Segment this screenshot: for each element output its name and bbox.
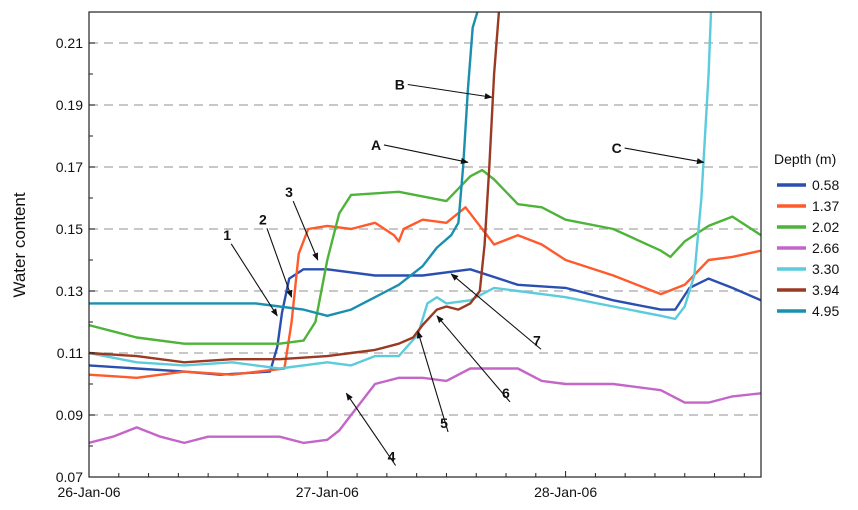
series-line-1-37 <box>89 206 761 379</box>
legend-entry-label: 4.95 <box>812 303 839 319</box>
annotation-arrow-A <box>383 144 469 164</box>
legend-entry-label: 1.37 <box>812 198 839 214</box>
annotation-arrow-2 <box>266 228 293 298</box>
series-line-2-66 <box>89 367 761 445</box>
legend-title: Depth (m) <box>774 151 836 167</box>
legend: Depth (m) 0.58 1.37 2.02 2.66 3.30 3.94 4.95 <box>774 151 839 319</box>
y-tick-label: 0.09 <box>56 407 83 423</box>
annotation-label-C: C <box>612 140 622 156</box>
x-tick-label: 28-Jan-06 <box>534 484 597 500</box>
series-group <box>89 12 761 445</box>
series-line-4-95 <box>89 12 479 317</box>
gridlines <box>89 42 761 416</box>
series-line-3-30 <box>89 12 713 370</box>
legend-entry-label: 2.66 <box>812 240 839 256</box>
annotation-label-7: 7 <box>533 332 541 348</box>
legend-entry-label: 3.94 <box>812 282 839 298</box>
annotation-label-6: 6 <box>502 385 510 401</box>
y-axis: 0.07 0.09 0.11 0.13 0.15 0.17 0.19 0.21 <box>56 11 95 485</box>
y-tick-label: 0.21 <box>56 35 83 51</box>
annotation-arrow-C <box>624 147 705 165</box>
annotation-arrow-7 <box>450 273 542 350</box>
y-tick-label: 0.13 <box>56 283 83 299</box>
legend-entry-label: 2.02 <box>812 219 839 235</box>
annotation-label-1: 1 <box>223 227 231 243</box>
annotation-label-4: 4 <box>388 449 396 465</box>
x-axis: 26-Jan-06 27-Jan-06 28-Jan-06 <box>57 471 745 500</box>
annotation-label-5: 5 <box>440 415 448 431</box>
y-tick-label: 0.15 <box>56 221 83 237</box>
annotation-arrow-4 <box>345 392 397 466</box>
annotation-label-3: 3 <box>285 184 293 200</box>
y-tick-label: 0.07 <box>56 469 83 485</box>
annotation-arrow-B <box>407 83 493 100</box>
annotation-arrow-5 <box>416 330 449 433</box>
legend-entry-label: 3.30 <box>812 261 839 277</box>
series-line-2-02 <box>89 168 761 345</box>
y-tick-label: 0.11 <box>57 345 83 361</box>
annotation-label-A: A <box>371 137 381 153</box>
y-tick-label: 0.17 <box>56 159 83 175</box>
annotation-label-2: 2 <box>259 211 267 227</box>
annotation-label-B: B <box>395 77 405 93</box>
plot-frame <box>88 11 762 478</box>
x-tick-label: 26-Jan-06 <box>57 484 120 500</box>
legend-entry-label: 0.58 <box>812 177 839 193</box>
annotation-arrow-1 <box>230 243 278 317</box>
annotation-arrow-3 <box>292 200 319 261</box>
y-tick-label: 0.19 <box>56 97 83 113</box>
annotations: 1 2 3 4 5 6 7 A B C <box>223 77 705 466</box>
annotation-arrow-6 <box>436 315 511 403</box>
y-axis-title: Water content <box>10 192 29 297</box>
x-tick-label: 27-Jan-06 <box>296 484 359 500</box>
